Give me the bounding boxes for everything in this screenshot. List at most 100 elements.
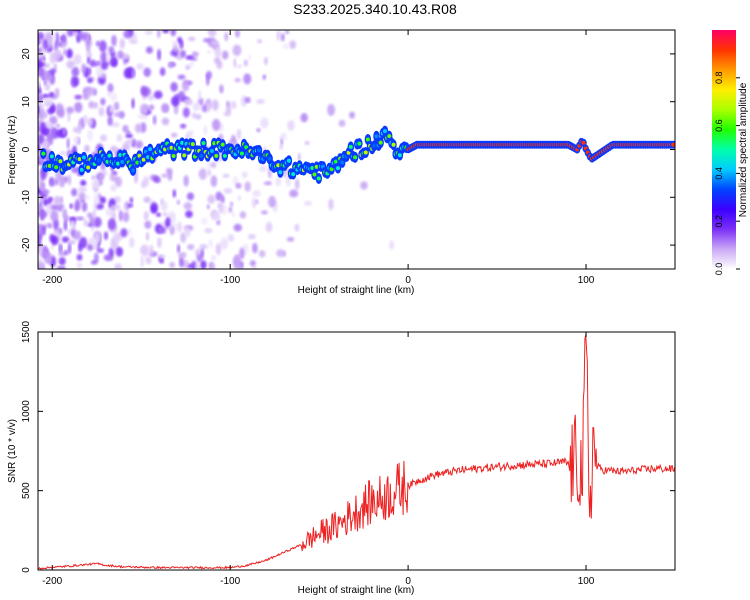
spectrogram-noise-cell	[207, 49, 212, 55]
spectrogram-noise-cell	[180, 123, 187, 129]
spectrogram-y-tick-label: -20	[21, 237, 32, 252]
spectrogram-noise-cell	[179, 39, 184, 50]
spectrogram-signal-core	[291, 172, 296, 177]
snr-y-tick-label: 0	[21, 567, 32, 573]
spectrogram-noise-cell	[234, 77, 241, 83]
colorbar-label: Normalized spectral amplitude	[738, 82, 749, 217]
spectrogram-signal-core	[387, 134, 392, 139]
spectrogram-signal-core	[116, 161, 121, 166]
spectrogram-noise-cell	[39, 210, 48, 218]
spectrogram-noise-cell	[232, 44, 242, 57]
spectrogram-noise-cell	[210, 255, 217, 261]
colorbar-ticks: 0.0 0.2 0.4 0.6 0.8	[714, 72, 740, 275]
spectrogram-noise-cell	[147, 94, 155, 101]
spectrogram-noise-cell	[280, 132, 287, 141]
spectrogram-noise-cell	[105, 53, 111, 60]
spectrogram-noise-cell	[139, 246, 148, 255]
spectrogram-noise-cell	[75, 216, 85, 221]
spectrogram-signal-core	[374, 134, 379, 139]
spectrogram-noise-cell	[134, 123, 143, 134]
spectrogram-signal-core	[312, 172, 317, 177]
spectrogram-noise-cell	[192, 102, 201, 112]
spectrogram-noise-cell	[81, 63, 87, 74]
spectrogram-noise-cell	[42, 248, 48, 258]
spectrogram-noise-cell	[231, 211, 236, 217]
spectrogram-noise-cell	[47, 134, 52, 145]
spectrogram-x-tick-label: -100	[220, 275, 240, 286]
spectrogram-noise-cell	[47, 38, 53, 49]
spectrogram-noise-cell	[207, 30, 217, 37]
spectrogram-noise-cell	[199, 243, 208, 250]
spectrogram-signal-core	[180, 140, 185, 145]
spectrogram-noise-cell	[183, 98, 193, 106]
spectrogram-noise-cell	[47, 222, 53, 229]
spectrogram-noise-cell	[67, 243, 72, 255]
spectrogram-noise-cell	[294, 223, 300, 232]
spectrogram-noise-cell	[195, 263, 200, 269]
spectrogram-noise-cell	[95, 65, 104, 78]
spectrogram-noise-cell	[211, 40, 219, 46]
spectrogram-noise-cell	[235, 182, 242, 189]
spectrogram-noise-cell	[84, 144, 90, 153]
spectrogram-signal-core	[41, 151, 46, 156]
spectrogram-signal-core	[190, 142, 195, 147]
spectrogram-noise-cell	[222, 173, 230, 178]
spectrogram-noise-cell	[61, 33, 67, 44]
spectrogram-noise-cell	[113, 101, 120, 111]
spectrogram-signal-core	[220, 142, 225, 147]
spectrogram-noise-cell	[42, 37, 49, 50]
spectrogram-noise-cell	[44, 32, 53, 41]
spectrogram-noise-cell	[276, 30, 281, 41]
spectrogram-signal-core	[382, 129, 387, 134]
spectrogram-noise-cell	[222, 204, 227, 216]
spectrogram-noise-cell	[78, 186, 87, 193]
spectrogram-frame	[37, 29, 676, 270]
spectrogram-noise-cell	[98, 40, 107, 53]
spectrogram-noise-cell	[93, 193, 100, 205]
spectrogram-noise-cell	[122, 211, 130, 223]
spectrogram-noise-cell	[91, 175, 96, 180]
spectrogram-noise-cell	[129, 236, 135, 248]
spectrogram-noise-cell	[77, 123, 82, 135]
spectrogram-noise-cell	[159, 258, 165, 264]
spectrogram-noise-cell	[303, 200, 312, 206]
spectrogram-noise-cell	[199, 168, 207, 181]
spectrogram-noise-cell	[262, 74, 267, 80]
spectrogram-signal-core	[47, 163, 52, 168]
spectrogram-noise-cell	[38, 262, 42, 269]
snr-y-tick-label: 1500	[21, 320, 32, 343]
spectrogram-noise-cell	[158, 226, 164, 234]
spectrogram-noise-cell	[257, 39, 263, 44]
spectrogram-noise-cell	[252, 242, 258, 254]
spectrogram-noise-cell	[97, 60, 102, 66]
spectrogram-noise-cell	[79, 31, 85, 41]
spectrogram-noise-cell	[38, 223, 44, 236]
spectrogram-noise-cell	[205, 73, 210, 86]
spectrogram-noise-cell	[53, 63, 58, 70]
spectrogram-noise-cell	[249, 260, 256, 267]
spectrogram-signal-core	[77, 157, 82, 162]
spectrogram-noise-cell	[176, 199, 181, 205]
spectrogram-noise-cell	[200, 217, 208, 225]
spectrogram-noise-cell	[256, 99, 265, 105]
spectrogram-noise-cell	[211, 212, 221, 221]
snr-background	[38, 332, 675, 570]
spectrogram-noise-cell	[221, 50, 229, 60]
spectrogram-noise-cell	[127, 203, 134, 208]
spectrogram-noise-cell	[243, 73, 252, 85]
spectrogram-noise-cell	[203, 125, 208, 135]
spectrogram-noise-cell	[57, 108, 65, 118]
snr-x-tick-label: 0	[405, 576, 411, 587]
spectrogram-noise-cell	[233, 223, 243, 232]
spectrogram-noise-cell	[275, 176, 282, 187]
spectrogram-noise-cell	[157, 30, 161, 39]
spectrogram-noise-cell	[66, 30, 74, 37]
colorbar-tick-label: 0.8	[714, 72, 724, 85]
spectrogram-noise-cell	[187, 243, 195, 250]
spectrogram-noise-cell	[41, 93, 51, 99]
spectrogram-noise-cell	[113, 232, 123, 242]
spectrogram-noise-cell	[360, 181, 368, 190]
spectrogram-noise-cell	[200, 248, 204, 258]
spectrogram-noise-cell	[38, 94, 44, 103]
spectrogram-signal-core	[310, 165, 315, 170]
